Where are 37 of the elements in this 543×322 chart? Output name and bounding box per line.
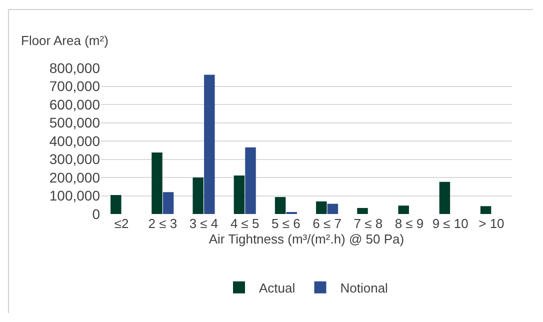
bar — [316, 201, 327, 214]
x-tick-label: 9 ≤ 10 — [432, 216, 468, 231]
x-tick-label: 7 ≤ 8 — [354, 216, 383, 231]
x-tick-label: 3 ≤ 4 — [189, 216, 218, 231]
y-tick-label: 300,000 — [49, 151, 100, 168]
x-tick-label: 2 ≤ 3 — [148, 216, 178, 231]
bar — [110, 195, 122, 214]
bar — [204, 74, 215, 214]
bar — [245, 147, 256, 214]
x-tick-label: 4 ≤ 5 — [230, 216, 260, 231]
bar — [439, 182, 450, 214]
x-tick-label: 5 ≤ 6 — [272, 216, 300, 231]
y-tick-label: 600,000 — [49, 96, 100, 112]
y-tick-label: 500,000 — [49, 114, 100, 131]
x-tick-label: 8 ≤ 9 — [394, 216, 424, 231]
y-axis-title: Floor Area (m²) — [21, 33, 108, 48]
bar — [162, 192, 174, 214]
y-tick-label: 0 — [92, 206, 100, 222]
bar — [398, 206, 409, 214]
y-tick-label: 800,000 — [49, 60, 100, 76]
x-tick-label: > 10 — [478, 216, 504, 231]
y-tick-label: 100,000 — [49, 188, 100, 204]
x-axis-title: Air Tightness (m³/(m².h) @ 50 Pa) — [208, 232, 404, 247]
bar — [152, 152, 162, 214]
bar — [234, 175, 245, 214]
y-tick-label: 200,000 — [49, 169, 100, 186]
y-tick-label: 400,000 — [49, 132, 100, 149]
bar — [192, 178, 204, 214]
x-tick-label: 6 ≤ 7 — [312, 216, 342, 231]
bar — [327, 204, 338, 214]
bar — [274, 197, 286, 214]
bar — [357, 208, 368, 214]
y-tick-label: 700,000 — [49, 78, 100, 94]
legend-label: Actual — [259, 280, 296, 296]
legend-label: Notional — [340, 280, 388, 296]
x-tick-label: ≤2 — [114, 216, 129, 231]
bar — [480, 206, 492, 214]
